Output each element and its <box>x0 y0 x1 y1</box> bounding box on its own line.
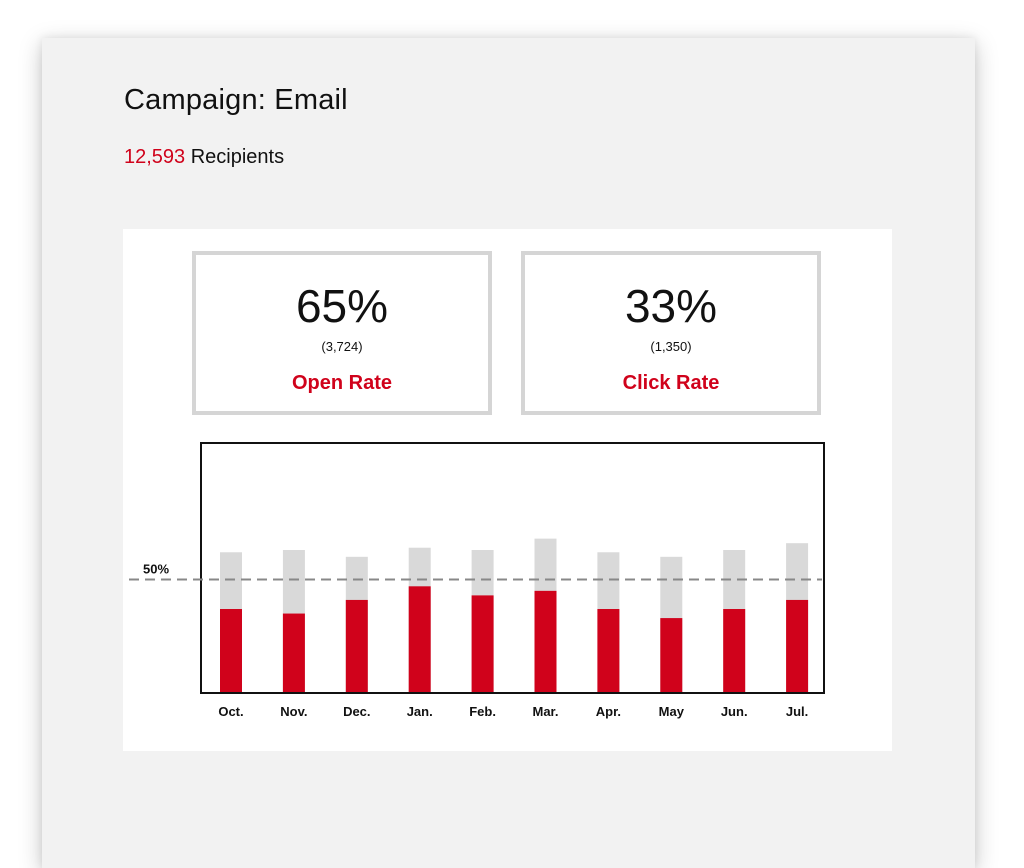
bar-rate-1 <box>282 613 305 692</box>
x-tick-label: Jul. <box>786 704 808 719</box>
recipients-summary: 12,593 Recipients <box>124 146 284 169</box>
bar-rate-2 <box>345 599 368 692</box>
recipients-label: Recipients <box>185 146 285 168</box>
x-tick-label: May <box>659 704 685 719</box>
bar-rate-9 <box>786 599 809 692</box>
bar-rate-4 <box>471 595 494 692</box>
bar-rate-7 <box>660 618 683 692</box>
bar-rate-6 <box>597 609 620 692</box>
recipients-count: 12,593 <box>124 146 186 168</box>
click-rate-count: (1,350) <box>650 339 692 354</box>
open-rate-label: Open Rate <box>291 372 393 394</box>
x-tick-label: Nov. <box>280 704 307 719</box>
metrics-panel: 65% (3,724) Open Rate 33% (1,350) Click … <box>123 229 892 751</box>
reference-line-label: 50% <box>143 562 169 577</box>
bar-rate-3 <box>408 586 431 692</box>
click-rate-card: 33% (1,350) Click Rate <box>521 251 821 415</box>
click-rate-label: Click Rate <box>622 372 720 394</box>
x-tick-label: Feb. <box>469 704 496 719</box>
x-tick-label: Jun. <box>721 704 748 719</box>
x-tick-label: Oct. <box>218 704 243 719</box>
open-rate-card: 65% (3,724) Open Rate <box>192 251 492 415</box>
bar-rate-0 <box>220 609 242 692</box>
x-tick-label: Jan. <box>407 704 433 719</box>
campaign-title: Campaign: Email <box>124 84 348 116</box>
open-rate-value: 65% <box>295 280 389 332</box>
campaign-card: Campaign: Email 12,593 Recipients 65% (3… <box>42 38 975 868</box>
bar-rate-5 <box>534 590 557 692</box>
x-tick-label: Mar. <box>532 704 558 719</box>
monthly-rate-chart: Oct. Nov. Dec. Jan. Feb. Mar. Apr. May Jun. Jul. 5… <box>123 437 892 737</box>
x-tick-label: Dec. <box>343 704 370 719</box>
open-rate-count: (3,724) <box>321 339 363 354</box>
bar-chart-svg: Oct. Nov. Dec. Jan. Feb. Mar. Apr. May Jun. Jul. 5… <box>129 442 825 719</box>
click-rate-value: 33% <box>624 280 718 332</box>
x-tick-label: Apr. <box>596 704 621 719</box>
bar-rate-8 <box>723 609 746 692</box>
